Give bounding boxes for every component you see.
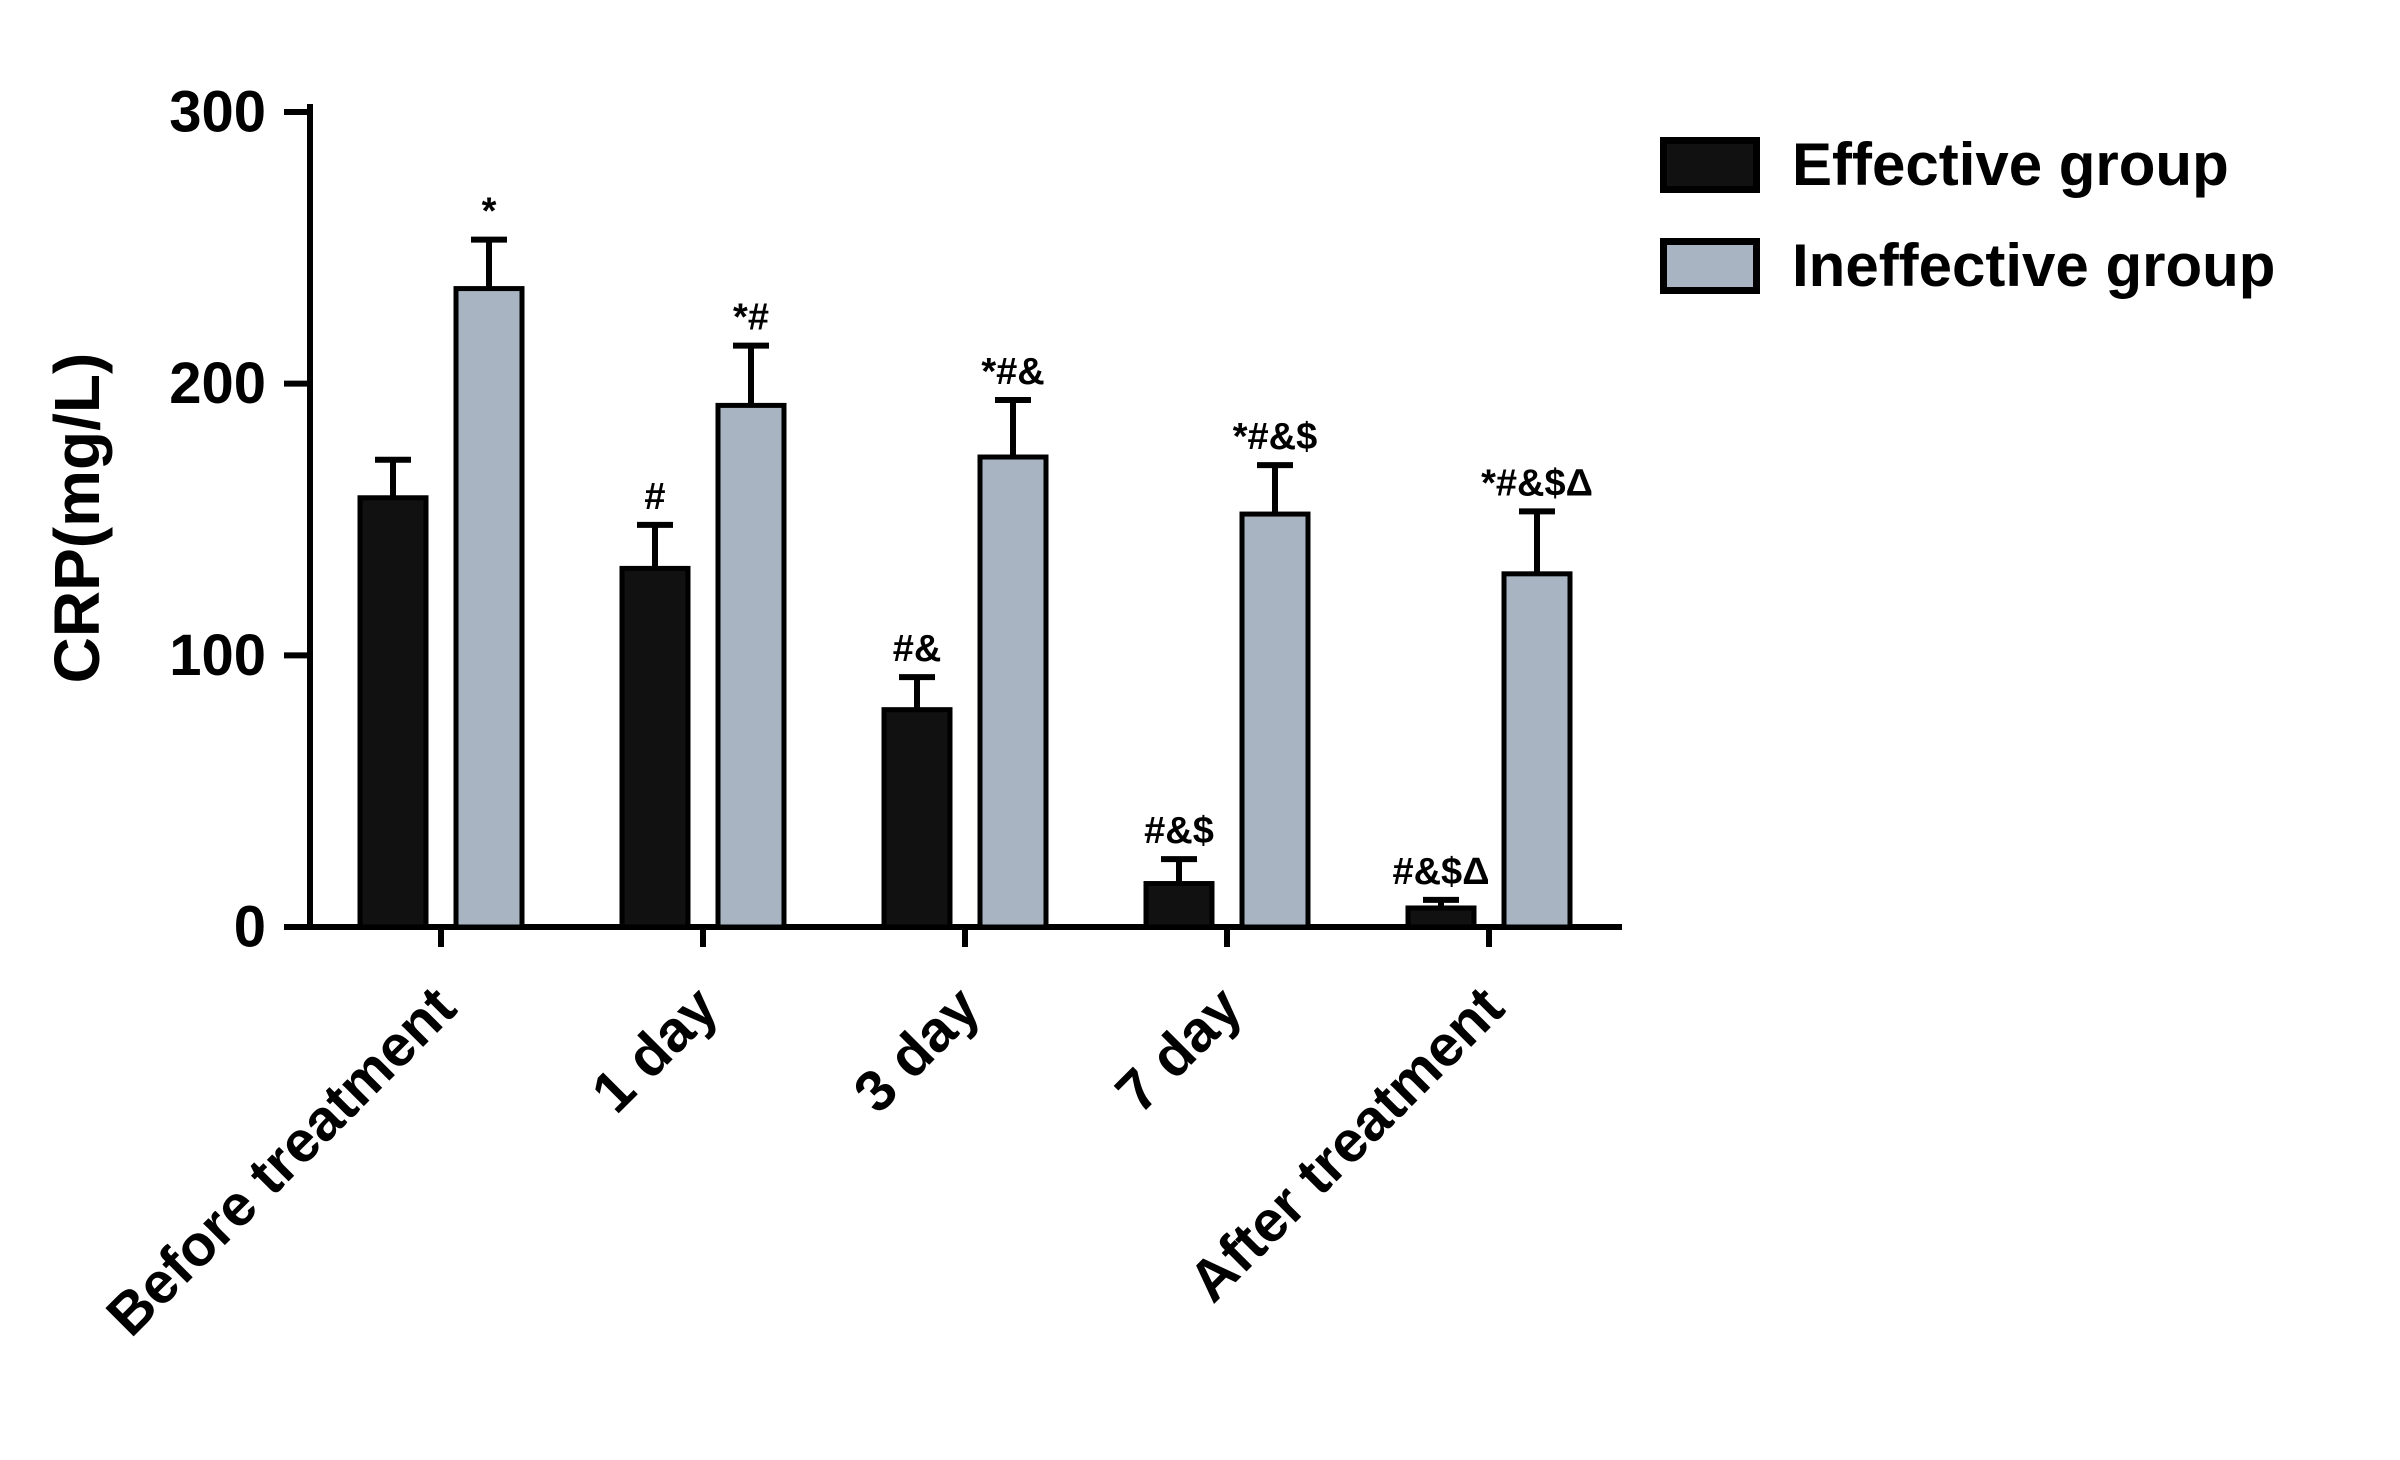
x-tick-label: 7 day <box>1103 974 1254 1125</box>
significance-annotation: #&$ <box>1144 810 1214 852</box>
bar <box>1143 881 1215 930</box>
significance-annotation: *#&$ <box>1233 416 1318 458</box>
significance-annotation: *#&$Δ <box>1481 462 1593 504</box>
bar <box>357 495 429 930</box>
bar <box>1501 571 1573 930</box>
y-tick-label: 200 <box>169 351 266 416</box>
significance-annotation: #& <box>893 628 942 670</box>
bar <box>881 707 953 930</box>
x-tick-label: 3 day <box>841 974 992 1125</box>
y-tick-label: 300 <box>169 80 266 145</box>
significance-annotation: #&$Δ <box>1392 851 1489 893</box>
y-tick-label: 100 <box>169 623 266 688</box>
x-tick-label: 1 day <box>579 974 730 1125</box>
bar <box>715 402 787 930</box>
significance-annotation: *# <box>733 297 769 339</box>
significance-annotation: *#& <box>981 351 1044 393</box>
bar <box>1405 905 1477 930</box>
legend-item-effective-group: Effective group <box>1660 130 2275 199</box>
significance-annotation: * <box>482 191 497 233</box>
bar <box>1239 511 1311 930</box>
legend-label-ineffective-group: Ineffective group <box>1792 232 2276 299</box>
y-tick-label: 0 <box>234 895 266 960</box>
legend-item-ineffective-group: Ineffective group <box>1660 231 2275 300</box>
legend-swatch-effective-group <box>1660 136 1760 193</box>
bar <box>453 286 525 930</box>
x-tick-label: Before treatment <box>94 974 468 1348</box>
bar <box>977 454 1049 930</box>
legend: Effective group Ineffective group <box>1660 130 2275 300</box>
legend-swatch-ineffective-group <box>1660 237 1760 294</box>
y-axis-title: CRP(mg/L) <box>41 352 113 684</box>
bar <box>619 565 691 930</box>
legend-label-effective-group: Effective group <box>1792 131 2229 198</box>
significance-annotation: # <box>644 476 665 518</box>
